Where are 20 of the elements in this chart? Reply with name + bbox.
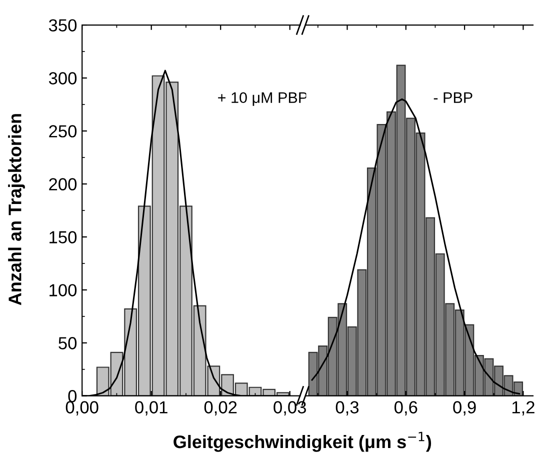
y-tick-label: 100 bbox=[50, 284, 77, 296]
annotation: - PBP bbox=[434, 92, 472, 103]
y-tick-label: 200 bbox=[49, 178, 77, 190]
x-tick-label: 0,6 bbox=[394, 401, 418, 416]
y-tick-label: 150 bbox=[50, 231, 77, 244]
x-tick-label: 0,00 bbox=[66, 401, 98, 416]
x-tick-label: 1,2 bbox=[512, 401, 534, 416]
x-tick-label: 0,03 bbox=[274, 401, 306, 416]
x-tick-label: 0,01 bbox=[135, 401, 168, 416]
y-axis-title: Anzahl an Trajektorien bbox=[8, 114, 25, 306]
annotation: + 10 μM PBP bbox=[218, 92, 308, 106]
y-tick-label: 50 bbox=[58, 337, 77, 350]
x-tick-label: 0,3 bbox=[336, 401, 359, 416]
x-tick-label: 0,02 bbox=[204, 401, 237, 416]
x-tick-label: 0,9 bbox=[453, 401, 476, 416]
x-axis-title: Gleitgeschwindigkeit (μm s$^{−1}$) bbox=[174, 432, 432, 452]
y-tick-label: 300 bbox=[48, 72, 77, 84]
y-tick-label: 0 bbox=[68, 390, 77, 402]
y-tick-label: 350 bbox=[48, 19, 77, 32]
y-tick-label: 250 bbox=[49, 125, 77, 138]
